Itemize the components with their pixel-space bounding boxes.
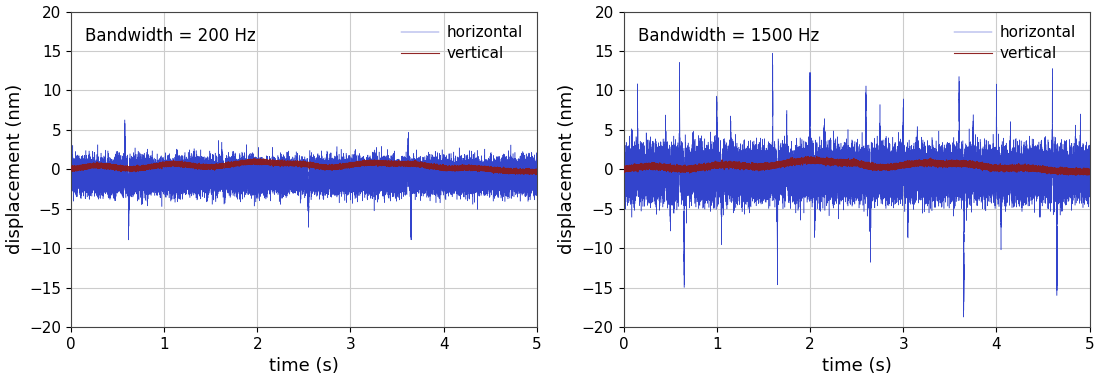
- vertical: [1084, 171, 1097, 175]
- horizontal: [345, 181, 359, 186]
- horizontal: [243, 181, 256, 185]
- vertical: [530, 169, 543, 174]
- horizontal: [729, 163, 743, 168]
- horizontal: [898, 182, 911, 187]
- horizontal: [317, 174, 330, 179]
- vertical: [345, 163, 359, 168]
- horizontal: [96, 176, 109, 181]
- Legend: horizontal, vertical: horizontal, vertical: [948, 19, 1082, 67]
- horizontal: [795, 159, 808, 163]
- vertical: [870, 164, 883, 169]
- horizontal: [122, 238, 135, 242]
- horizontal: [410, 171, 424, 176]
- horizontal: [530, 162, 543, 166]
- vertical: [243, 159, 256, 164]
- vertical: [1069, 173, 1082, 178]
- vertical: [64, 166, 77, 171]
- horizontal: [962, 170, 976, 175]
- horizontal: [1084, 177, 1097, 181]
- vertical: [898, 163, 911, 168]
- vertical: [729, 162, 743, 167]
- Line: horizontal: horizontal: [624, 53, 1090, 317]
- horizontal: [617, 173, 630, 177]
- Y-axis label: displacement (nm): displacement (nm): [559, 84, 576, 255]
- horizontal: [957, 315, 970, 319]
- vertical: [410, 160, 424, 165]
- vertical: [802, 154, 815, 159]
- vertical: [529, 173, 542, 177]
- horizontal: [176, 170, 189, 174]
- horizontal: [119, 117, 132, 122]
- horizontal: [870, 162, 883, 166]
- vertical: [248, 156, 261, 161]
- X-axis label: time (s): time (s): [822, 357, 892, 375]
- vertical: [176, 161, 189, 165]
- Legend: horizontal, vertical: horizontal, vertical: [395, 19, 529, 67]
- vertical: [962, 164, 976, 168]
- Y-axis label: displacement (nm): displacement (nm): [6, 84, 23, 255]
- vertical: [317, 165, 330, 170]
- vertical: [96, 163, 109, 168]
- vertical: [795, 158, 808, 163]
- Line: vertical: vertical: [70, 158, 537, 175]
- Text: Bandwidth = 1500 Hz: Bandwidth = 1500 Hz: [638, 27, 818, 45]
- vertical: [617, 166, 630, 171]
- horizontal: [649, 178, 662, 182]
- Text: Bandwidth = 200 Hz: Bandwidth = 200 Hz: [85, 27, 255, 45]
- vertical: [649, 163, 662, 167]
- horizontal: [64, 170, 77, 174]
- Line: vertical: vertical: [624, 157, 1090, 175]
- horizontal: [766, 51, 779, 55]
- Line: horizontal: horizontal: [70, 120, 537, 240]
- X-axis label: time (s): time (s): [268, 357, 339, 375]
